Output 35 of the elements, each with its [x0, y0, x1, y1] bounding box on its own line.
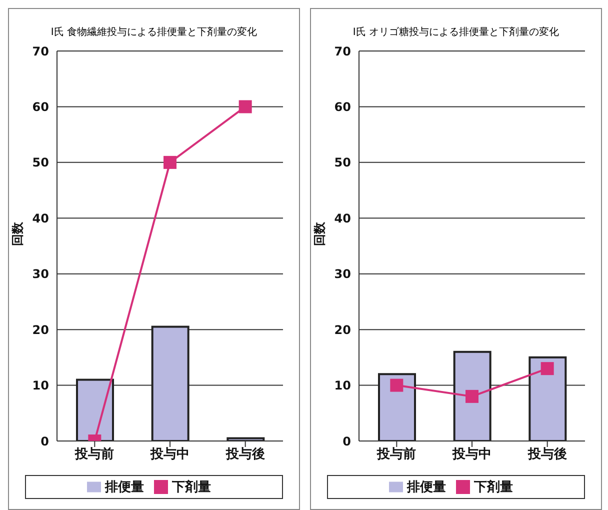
y-tick-label: 20 [32, 322, 49, 337]
y-tick-label: 40 [334, 211, 351, 226]
bar [76, 378, 114, 441]
x-tick-label: 投与後 [526, 446, 567, 462]
x-tick-label: 投与前 [74, 447, 114, 462]
y-tick-label: 20 [334, 322, 351, 337]
chart-title: I氏 食物繊維投与による排便量と下剤量の変化 [50, 26, 258, 40]
y-tick-label: 60 [334, 100, 351, 114]
y-tick-label: 0 [40, 434, 49, 448]
legend-label: 下剤量 [172, 480, 211, 495]
y-axis-title: 回数 [10, 221, 24, 246]
y-axis-title: 回数 [312, 221, 326, 246]
y-tick-label: 0 [342, 434, 351, 448]
x-tick-label: 投与中 [150, 447, 190, 462]
point [164, 156, 176, 169]
legend-label: 下剤量 [474, 480, 513, 495]
y-tick-label: 70 [334, 44, 351, 58]
y-tick-label: 50 [334, 156, 351, 170]
legend-label: 排便量 [105, 480, 144, 495]
bar [226, 437, 265, 441]
x-tick-label: 投与前 [376, 447, 416, 462]
chart-title: I氏 オリゴ糖投与による排便量と下剤量の変化 [352, 26, 560, 40]
y-tick-label: 40 [32, 211, 49, 226]
y-tick-label: 10 [334, 378, 351, 393]
point [238, 100, 252, 114]
legend-label: 排便量 [407, 480, 446, 495]
x-tick-label: 投与後 [224, 446, 265, 462]
y-tick-label: 50 [32, 156, 49, 170]
y-tick-label: 60 [32, 100, 49, 114]
x-tick-label: 投与中 [452, 447, 492, 462]
y-tick-label: 30 [334, 267, 351, 282]
bar [151, 326, 190, 441]
y-tick-label: 30 [32, 267, 49, 282]
y-tick-label: 70 [32, 44, 49, 58]
y-tick-label: 10 [32, 378, 49, 393]
